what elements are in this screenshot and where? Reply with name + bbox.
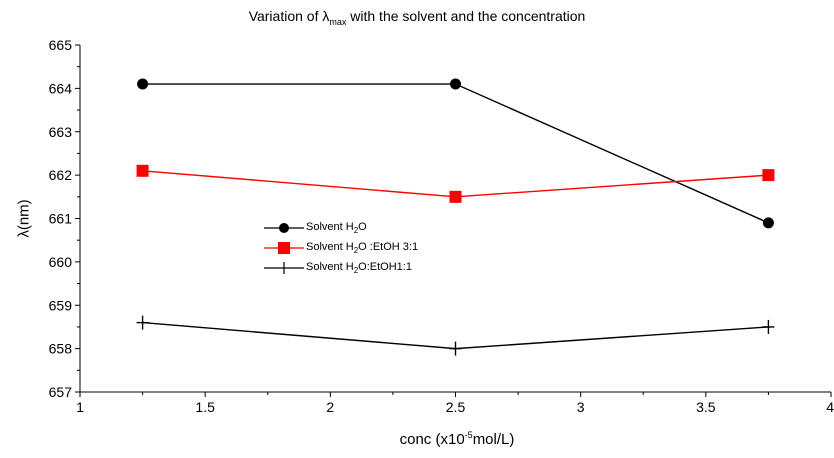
legend-label: Solvent H2O:EtOH1:1 bbox=[306, 260, 412, 276]
x-axis-label-prefix: conc (x10 bbox=[399, 431, 465, 448]
y-tick-label: 662 bbox=[49, 167, 73, 183]
data-point bbox=[762, 217, 774, 229]
legend-label: Solvent H2O :EtOH 3:1 bbox=[306, 240, 419, 256]
y-tick-label: 659 bbox=[49, 297, 73, 313]
x-tick-label: 1.5 bbox=[195, 399, 215, 415]
x-tick-label: 1 bbox=[76, 399, 84, 415]
y-tick-label: 665 bbox=[49, 37, 73, 53]
chart-title-sub: max bbox=[329, 16, 347, 27]
legend-swatch-plus bbox=[264, 262, 304, 274]
y-tick-label: 658 bbox=[49, 341, 73, 357]
y-tick-label: 661 bbox=[49, 211, 73, 227]
legend: Solvent H2O Solvent H2O :EtOH 3:1 Solven… bbox=[262, 218, 418, 278]
x-tick-label: 3.5 bbox=[696, 399, 716, 415]
x-tick-label: 3 bbox=[577, 399, 585, 415]
chart-title-prefix: Variation of λ bbox=[248, 8, 330, 24]
y-tick-label: 660 bbox=[49, 254, 73, 270]
legend-swatch-square bbox=[264, 242, 304, 254]
legend-item: Solvent H2O :EtOH 3:1 bbox=[262, 238, 418, 258]
legend-item: Solvent H2O:EtOH1:1 bbox=[262, 258, 418, 278]
x-axis-label-suffix: mol/L) bbox=[472, 431, 515, 448]
data-point bbox=[136, 164, 149, 177]
y-tick-label: 664 bbox=[49, 80, 73, 96]
legend-item: Solvent H2O bbox=[262, 218, 418, 238]
data-point bbox=[449, 190, 462, 203]
legend-swatch-circle bbox=[264, 223, 304, 233]
y-tick-label: 663 bbox=[49, 124, 73, 140]
data-point bbox=[762, 169, 775, 182]
y-tick-label: 657 bbox=[49, 384, 73, 400]
legend-label: Solvent H2O bbox=[306, 220, 367, 236]
x-axis-label-sup: -5 bbox=[464, 430, 473, 440]
chart-title-suffix: with the solvent and the concentration bbox=[346, 8, 586, 24]
chart-title: Variation of λmax with the solvent and t… bbox=[0, 8, 834, 27]
data-point bbox=[450, 78, 461, 90]
y-axis-label: λ(nm) bbox=[15, 199, 33, 238]
x-tick-label: 4 bbox=[826, 399, 834, 415]
x-tick-label: 2 bbox=[326, 399, 334, 415]
data-point bbox=[137, 78, 149, 90]
x-axis-label: conc (x10-5mol/L) bbox=[0, 430, 834, 448]
x-tick-label: 2.5 bbox=[446, 399, 466, 415]
